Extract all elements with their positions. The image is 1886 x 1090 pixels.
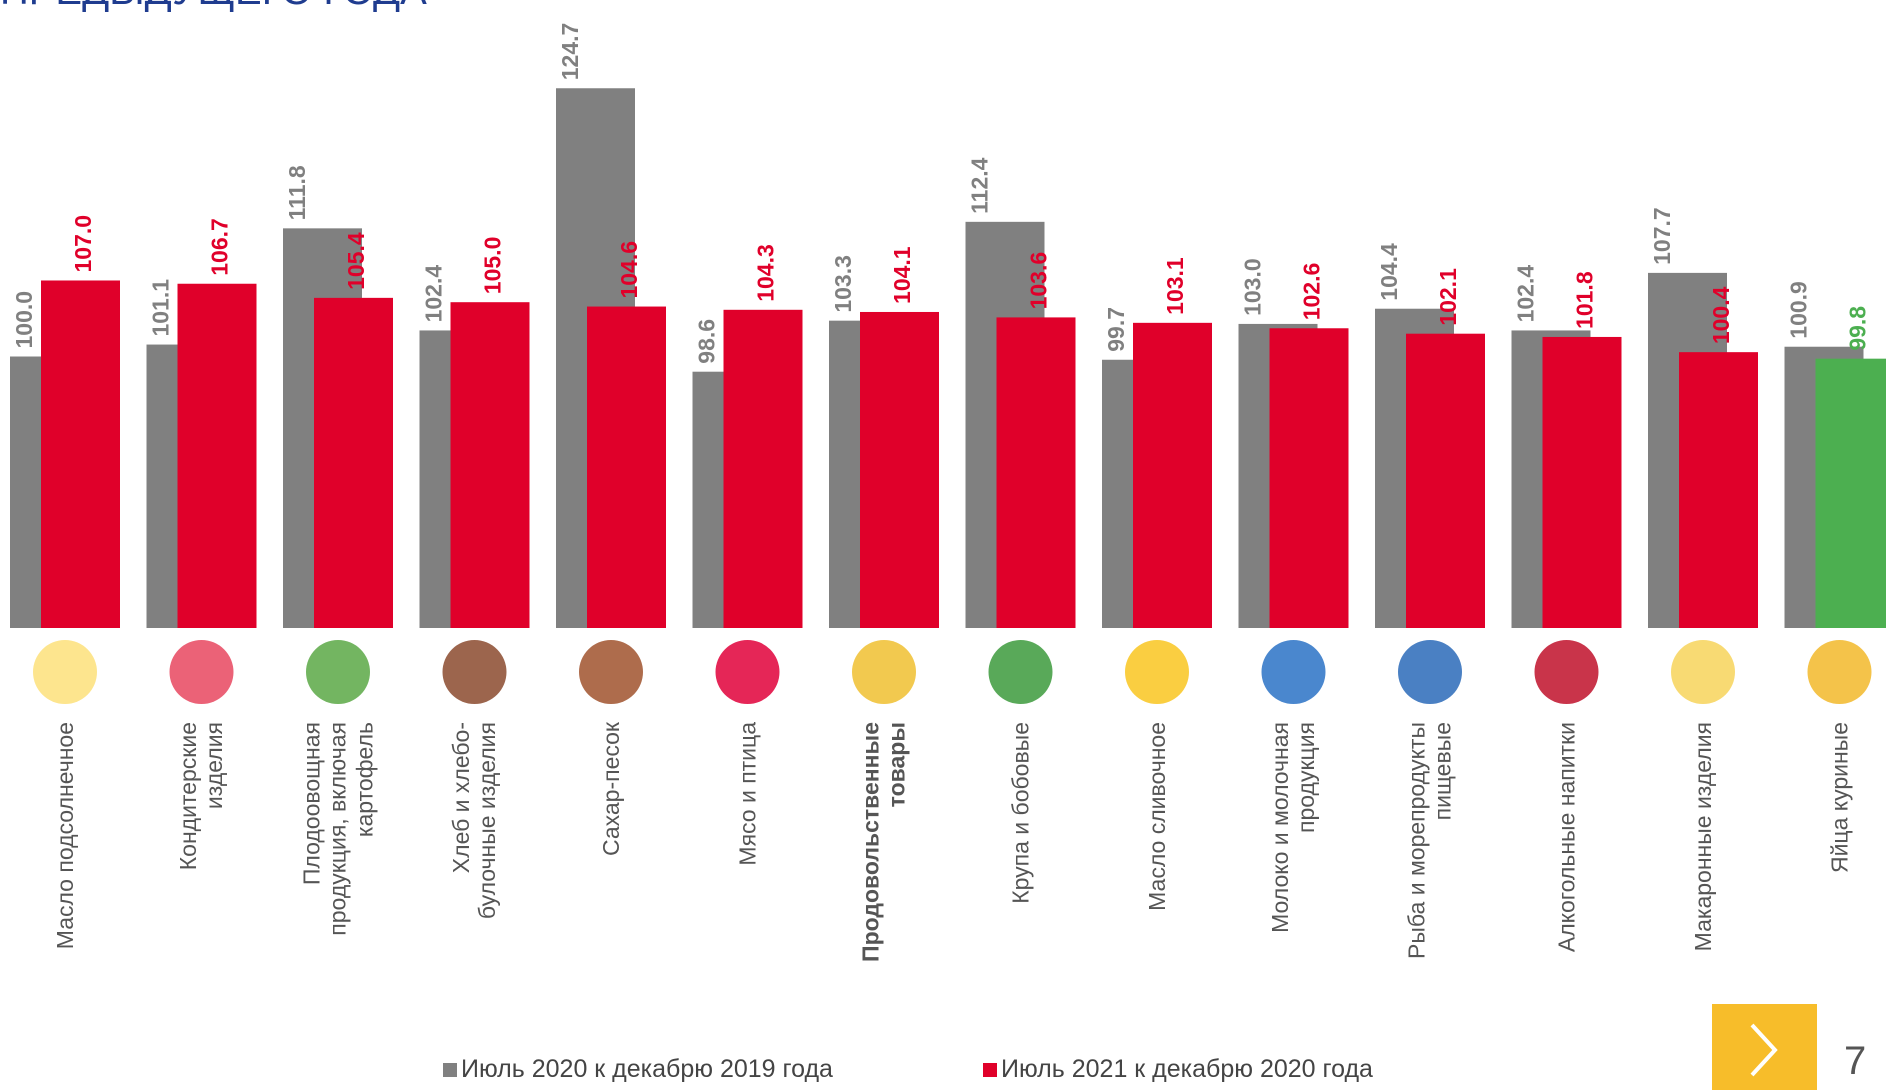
category-icon — [1398, 640, 1462, 704]
value-label: 111.8 — [284, 165, 310, 220]
page-number: 7 — [1844, 1039, 1866, 1083]
value-label: 105.0 — [480, 237, 506, 295]
category-label: Молоко и молочная продукция — [1267, 722, 1320, 1022]
category-label: Мясо и птица — [734, 722, 760, 1022]
legend-label: Июль 2020 к декабрю 2019 года — [461, 1055, 833, 1084]
bar — [1679, 352, 1758, 628]
bar — [1406, 334, 1485, 628]
category-label: Масло подсолнечное — [52, 722, 78, 1022]
category-icon — [1535, 640, 1599, 704]
category-label: Сахар-песок — [598, 722, 624, 1022]
value-label: 104.3 — [753, 244, 779, 302]
bar — [997, 317, 1076, 628]
bar — [178, 284, 257, 628]
value-label: 104.1 — [889, 246, 915, 304]
next-button-bg — [1712, 1004, 1817, 1090]
value-label: 101.8 — [1572, 271, 1598, 329]
category-icon — [579, 640, 643, 704]
value-label: 105.4 — [343, 232, 369, 290]
chart: ПРЕДЫДУЩЕГО ГОДА 7 100.0 107.0 101.1 106.7 1… — [0, 0, 1886, 1090]
category-icon — [306, 640, 370, 704]
category-icon — [1808, 640, 1872, 704]
category-icon — [989, 640, 1053, 704]
legend-swatch — [983, 1063, 997, 1077]
category-label: Макаронные изделия — [1690, 722, 1716, 1022]
value-label: 103.1 — [1162, 257, 1188, 315]
category-label: Хлеб и хлебо- булочные изделия — [448, 722, 501, 1022]
value-label: 100.9 — [1786, 281, 1812, 339]
value-label: 98.6 — [694, 319, 720, 364]
bar — [860, 312, 939, 628]
bar — [1816, 359, 1886, 628]
category-icon — [170, 640, 234, 704]
value-label: 102.1 — [1435, 268, 1461, 326]
bar — [1543, 337, 1622, 628]
value-label: 104.6 — [616, 241, 642, 299]
bar — [1133, 323, 1212, 628]
category-icon — [1125, 640, 1189, 704]
category-icon — [1262, 640, 1326, 704]
legend-label: Июль 2021 к декабрю 2020 года — [1001, 1055, 1373, 1084]
value-label: 102.4 — [421, 265, 447, 323]
category-icon — [1671, 640, 1735, 704]
page: {"chart_data": { "type": "bar", "title":… — [0, 0, 1886, 1090]
value-label: 104.4 — [1376, 243, 1402, 301]
category-icon — [33, 640, 97, 704]
category-label: Кондитерские изделия — [175, 722, 228, 1022]
value-label: 106.7 — [207, 218, 233, 276]
value-label: 103.0 — [1240, 258, 1266, 316]
category-label: Алкогольные напитки — [1553, 722, 1579, 1022]
value-label: 102.4 — [1513, 265, 1539, 323]
category-label: Масло сливочное — [1144, 722, 1170, 1022]
value-label: 124.7 — [557, 23, 583, 81]
next-button[interactable] — [1712, 1004, 1817, 1090]
bar — [41, 280, 120, 628]
bar — [451, 302, 530, 628]
value-label: 99.7 — [1103, 307, 1129, 352]
value-label: 101.1 — [148, 279, 174, 337]
value-label: 100.4 — [1708, 286, 1734, 344]
value-label: 100.0 — [11, 291, 37, 349]
bar — [1270, 328, 1349, 628]
category-label: Плодоовощная продукция, включая картофел… — [298, 722, 377, 1022]
category-icon — [852, 640, 916, 704]
value-label: 99.8 — [1845, 306, 1871, 351]
value-label: 103.6 — [1026, 252, 1052, 310]
value-label: 112.4 — [967, 157, 993, 213]
category-label: Продовольственные товары — [858, 722, 911, 1022]
legend-swatch — [443, 1063, 457, 1077]
category-label: Крупа и бобовые — [1007, 722, 1033, 1022]
category-label: Рыба и морепродукты пищевые — [1404, 722, 1457, 1022]
category-icon — [716, 640, 780, 704]
category-label: Яйца куриные — [1826, 722, 1852, 1022]
bar — [587, 307, 666, 628]
value-label: 103.3 — [830, 255, 856, 313]
value-label: 107.0 — [70, 215, 96, 273]
category-icon — [443, 640, 507, 704]
value-label: 102.6 — [1299, 263, 1325, 321]
bar — [724, 310, 803, 628]
bar — [314, 298, 393, 628]
value-label: 107.7 — [1649, 207, 1675, 265]
chart-title: ПРЕДЫДУЩЕГО ГОДА — [0, 0, 427, 13]
